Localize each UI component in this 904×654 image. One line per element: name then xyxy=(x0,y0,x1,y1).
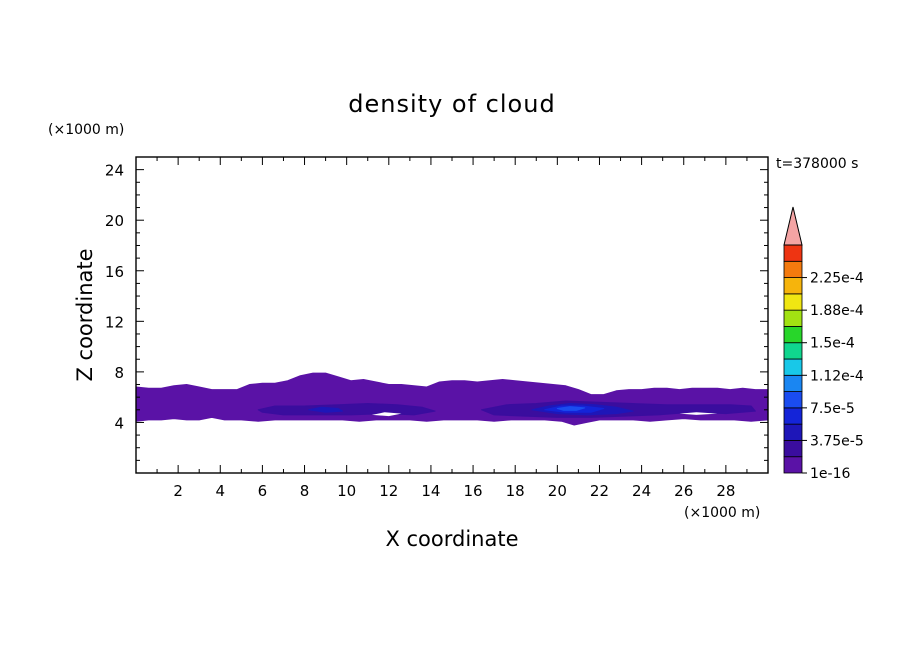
x-tick-label: 2 xyxy=(173,482,183,500)
density-region-7 xyxy=(556,406,586,411)
colorbar-swatch xyxy=(783,326,803,344)
x-tick-label: 14 xyxy=(421,482,440,500)
x-tick-label: 4 xyxy=(215,482,225,500)
colorbar: 1e-16 3.75e-5 7.5e-5 1.12e-4 1.5e-4 1.88e-4 2.… xyxy=(783,206,864,482)
colorbar-label: 1.5e-4 xyxy=(810,336,855,352)
density-region-5 xyxy=(308,406,343,413)
y-tick-label: 16 xyxy=(105,263,124,281)
x-tick-label: 16 xyxy=(464,482,483,500)
clear-gap-1 xyxy=(371,412,402,417)
x-tick-label: 24 xyxy=(632,482,651,500)
y-axis-ticks: 4 8 12 16 20 24 xyxy=(105,162,768,461)
colorbar-label: 1.12e-4 xyxy=(810,368,864,384)
density-contours xyxy=(135,372,769,426)
x-tick-label: 12 xyxy=(379,482,398,500)
colorbar-label: 3.75e-5 xyxy=(810,433,864,449)
plot-frame xyxy=(135,156,769,474)
y-unit-label: (×1000 m) xyxy=(48,122,124,138)
colorbar-label: 1e-16 xyxy=(810,466,850,482)
y-tick-label: 4 xyxy=(114,414,124,432)
y-tick-label: 12 xyxy=(105,313,124,331)
colorbar-swatch xyxy=(783,244,803,262)
colorbar-swatch xyxy=(783,342,803,360)
colorbar-swatch xyxy=(783,423,803,441)
colorbar-swatch xyxy=(783,456,803,474)
clear-gap-2 xyxy=(679,412,718,415)
y-tick-label: 8 xyxy=(114,364,124,382)
x-tick-label: 10 xyxy=(337,482,356,500)
y-tick-label: 20 xyxy=(105,212,124,230)
x-tick-label: 18 xyxy=(506,482,525,500)
colorbar-swatch xyxy=(783,260,803,278)
x-axis-ticks: 2 4 6 8 10 12 14 16 18 20 22 24 26 28 xyxy=(156,157,748,500)
x-tick-label: 26 xyxy=(674,482,693,500)
colorbar-swatch xyxy=(783,391,803,409)
x-tick-label: 28 xyxy=(716,482,735,500)
x-tick-label: 6 xyxy=(258,482,268,500)
time-label: t=378000 s xyxy=(776,156,858,172)
x-tick-label: 20 xyxy=(548,482,567,500)
colorbar-swatch xyxy=(783,358,803,376)
colorbar-swatch xyxy=(783,277,803,295)
density-region-2 xyxy=(257,403,436,416)
colorbar-label: 2.25e-4 xyxy=(810,271,864,287)
x-tick-label: 8 xyxy=(300,482,310,500)
colorbar-extend-arrow xyxy=(783,206,803,246)
colorbar-swatch xyxy=(783,374,803,392)
x-tick-label: 22 xyxy=(590,482,609,500)
colorbar-label: 7.5e-5 xyxy=(810,401,855,417)
chart-title: density of cloud xyxy=(348,90,555,118)
colorbar-label: 1.88e-4 xyxy=(810,303,864,319)
colorbar-swatch xyxy=(783,309,803,327)
colorbar-swatch xyxy=(783,407,803,425)
colorbar-swatch xyxy=(783,440,803,458)
density-region-1 xyxy=(135,372,769,426)
colorbar-swatch xyxy=(783,293,803,311)
y-axis-label: Z coordinate xyxy=(73,248,97,381)
x-unit-label: (×1000 m) xyxy=(684,505,760,521)
y-tick-label: 24 xyxy=(105,162,124,180)
x-axis-label: X coordinate xyxy=(385,527,518,551)
